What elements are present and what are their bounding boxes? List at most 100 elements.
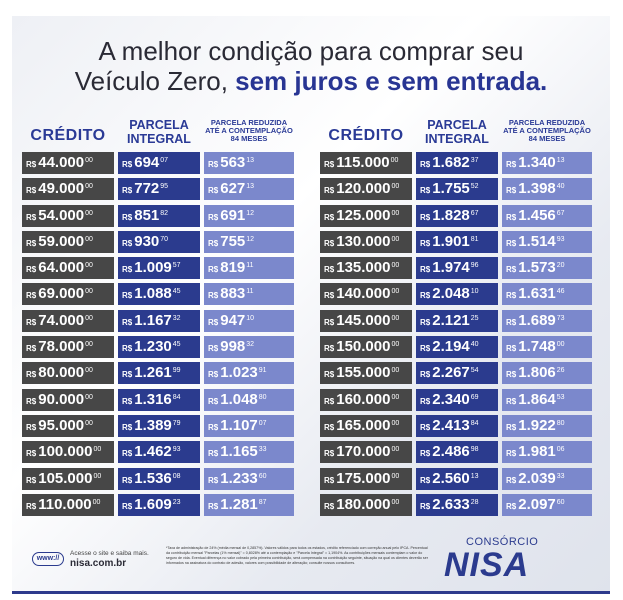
amount-cents: 00 xyxy=(85,419,93,427)
amount-value: 691 xyxy=(220,206,246,224)
parcela-reduzida-cell: R$ 75512 xyxy=(204,230,294,253)
parcela-integral-cell: R$ 1.16732 xyxy=(118,309,200,332)
amount-value: 64.000 xyxy=(38,259,85,277)
credito-cell: R$ 150.00000 xyxy=(320,336,412,359)
parcela-integral-cell: R$ 2.04810 xyxy=(416,283,498,306)
currency-label: R$ xyxy=(420,317,431,327)
parcela-integral-cell: R$ 69407 xyxy=(118,152,200,174)
currency-label: R$ xyxy=(26,212,37,222)
amount-cents: 67 xyxy=(556,209,565,217)
site-link[interactable]: nisa.com.br xyxy=(70,558,127,569)
amount-cents: 10 xyxy=(246,314,255,322)
currency-label: R$ xyxy=(506,265,517,275)
headline-line-2: Veículo Zero, sem juros e sem entrada. xyxy=(12,66,610,96)
amount-value: 947 xyxy=(220,311,246,329)
parcela-integral-cell: R$ 1.68237 xyxy=(416,152,498,174)
table-row: R$ 145.00000 R$ 2.12125 R$ 1.68973 xyxy=(320,309,592,332)
amount-value: 150.000 xyxy=(336,338,391,356)
parcela-reduzida-cell: R$ 1.51493 xyxy=(502,230,592,253)
parcela-reduzida-cell: R$ 2.09760 xyxy=(502,493,592,516)
parcela-integral-cell: R$ 2.12125 xyxy=(416,309,498,332)
currency-label: R$ xyxy=(122,186,133,196)
headline-line-2-strong: sem juros e sem entrada. xyxy=(235,66,548,96)
amount-value: 851 xyxy=(134,206,160,224)
parcela-reduzida-cell: R$ 1.92280 xyxy=(502,414,592,437)
amount-value: 1.748 xyxy=(518,338,556,356)
credito-cell: R$ 120.00000 xyxy=(320,178,412,201)
currency-label: R$ xyxy=(420,291,431,301)
table-rows: R$ 115.00000 R$ 1.68237 R$ 1.34013 R$ 120.00000… xyxy=(320,152,592,516)
credito-cell: R$ 54.00000 xyxy=(22,204,114,227)
amount-cents: 00 xyxy=(85,235,93,243)
currency-label: R$ xyxy=(26,449,37,459)
amount-value: 563 xyxy=(220,154,246,171)
parcela-integral-cell: R$ 1.38979 xyxy=(118,414,200,437)
amount-cents: 00 xyxy=(85,209,93,217)
parcela-reduzida-cell: R$ 1.74800 xyxy=(502,336,592,359)
amount-cents: 32 xyxy=(246,341,255,349)
amount-cents: 13 xyxy=(556,157,565,164)
currency-label: R$ xyxy=(506,238,517,248)
amount-cents: 80 xyxy=(258,393,267,401)
table-row: R$ 74.00000 R$ 1.16732 R$ 94710 xyxy=(22,309,294,332)
credito-cell: R$ 44.00000 xyxy=(22,152,114,174)
amount-value: 883 xyxy=(220,285,246,303)
amount-cents: 84 xyxy=(172,393,181,401)
currency-label: R$ xyxy=(420,449,431,459)
amount-cents: 82 xyxy=(160,209,169,217)
amount-value: 90.000 xyxy=(38,390,85,408)
table-row: R$ 59.00000 R$ 93070 R$ 75512 xyxy=(22,230,294,253)
table-rows: R$ 44.00000 R$ 69407 R$ 56313 R$ 49.00000 R$ 7729… xyxy=(22,152,294,516)
amount-cents: 12 xyxy=(246,235,255,243)
amount-value: 1.456 xyxy=(518,206,556,224)
currency-label: R$ xyxy=(208,396,219,406)
currency-label: R$ xyxy=(324,317,335,327)
amount-cents: 12 xyxy=(246,209,255,217)
amount-value: 80.000 xyxy=(38,364,85,382)
parcela-integral-cell: R$ 1.53608 xyxy=(118,467,200,490)
currency-label: R$ xyxy=(324,422,335,432)
currency-label: R$ xyxy=(208,344,219,354)
amount-cents: 40 xyxy=(556,183,565,191)
parcela-reduzida-cell: R$ 56313 xyxy=(204,152,294,174)
amount-cents: 00 xyxy=(391,288,400,296)
currency-label: R$ xyxy=(208,317,219,327)
parcela-reduzida-cell: R$ 1.02391 xyxy=(204,362,294,385)
amount-value: 1.340 xyxy=(518,154,556,171)
table-row: R$ 150.00000 R$ 2.19440 R$ 1.74800 xyxy=(320,336,592,359)
amount-cents: 11 xyxy=(246,262,254,270)
amount-cents: 25 xyxy=(470,314,479,322)
table-row: R$ 165.00000 R$ 2.41384 R$ 1.92280 xyxy=(320,414,592,437)
amount-cents: 00 xyxy=(85,288,93,296)
currency-label: R$ xyxy=(26,396,37,406)
table-header: CRÉDITO PARCELA INTEGRAL PARCELA REDUZID… xyxy=(22,116,294,150)
table-row: R$ 80.00000 R$ 1.26199 R$ 1.02391 xyxy=(22,362,294,385)
amount-value: 1.901 xyxy=(432,232,470,250)
parcela-reduzida-cell: R$ 1.34013 xyxy=(502,152,592,174)
parcela-reduzida-cell: R$ 1.98106 xyxy=(502,441,592,464)
parcela-integral-cell: R$ 1.97496 xyxy=(416,257,498,280)
parcela-reduzida-cell: R$ 94710 xyxy=(204,309,294,332)
amount-cents: 00 xyxy=(391,183,400,191)
brand-subtitle: CONSÓRCIO xyxy=(466,536,539,548)
amount-value: 1.689 xyxy=(518,311,556,329)
table-row: R$ 180.00000 R$ 2.63328 R$ 2.09760 xyxy=(320,493,592,516)
amount-cents: 00 xyxy=(391,209,400,217)
amount-cents: 60 xyxy=(258,472,267,480)
currency-label: R$ xyxy=(420,370,431,380)
credito-cell: R$ 69.00000 xyxy=(22,283,114,306)
parcela-integral-cell: R$ 1.23045 xyxy=(118,336,200,359)
amount-cents: 79 xyxy=(172,419,181,427)
amount-value: 2.267 xyxy=(432,364,470,382)
footer: www:// Acesse o site e saiba mais. nisa.… xyxy=(26,536,596,586)
parcela-reduzida-cell: R$ 1.16533 xyxy=(204,441,294,464)
currency-label: R$ xyxy=(506,449,517,459)
credito-cell: R$ 175.00000 xyxy=(320,467,412,490)
amount-cents: 00 xyxy=(85,393,93,401)
amount-value: 819 xyxy=(220,259,246,277)
amount-value: 145.000 xyxy=(336,311,391,329)
currency-label: R$ xyxy=(208,160,219,169)
currency-label: R$ xyxy=(122,475,133,485)
table-row: R$ 110.00000 R$ 1.60923 R$ 1.28187 xyxy=(22,493,294,516)
amount-cents: 00 xyxy=(391,472,400,480)
